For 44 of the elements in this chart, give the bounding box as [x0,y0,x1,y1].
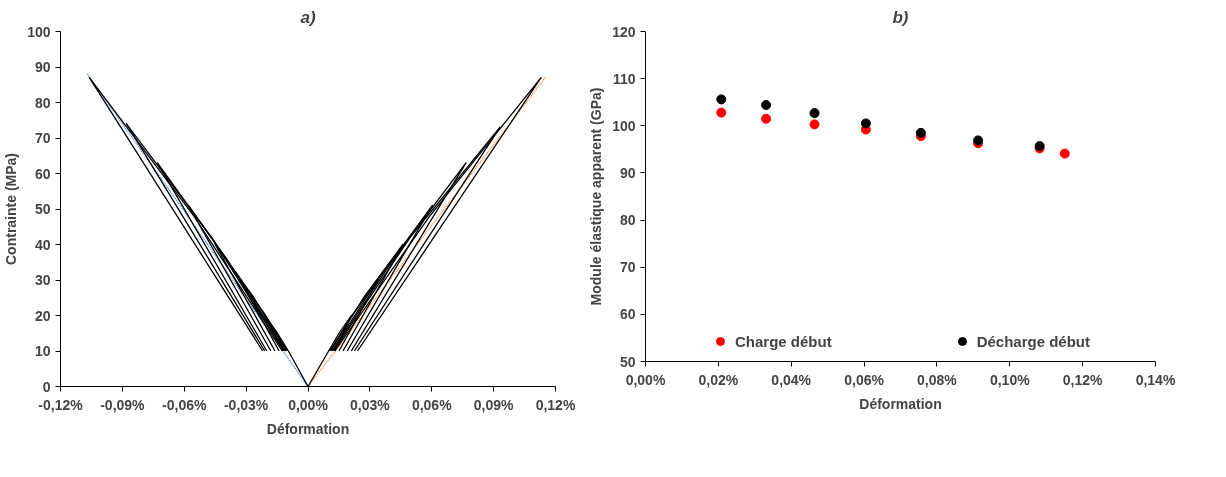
x-tick-label: 0,12% [535,396,576,413]
y-tick-label: 20 [34,307,51,324]
legend-label: Charge début [734,332,832,350]
chart-title: a) [300,7,316,27]
x-tick-label: -0,12% [38,396,84,413]
x-tick-label: -0,09% [100,396,146,413]
x-tick-label: 0,02% [698,371,739,388]
y-tick-label: 50 [34,201,51,217]
y-tick-label: 120 [612,23,636,40]
x-axis-title: Déformation [266,420,350,437]
x-tick-label: 0,12% [1062,371,1104,388]
x-axis-title: Déformation [859,395,942,412]
y-tick-label: 50 [619,353,636,370]
legend-label: Décharge début [976,332,1091,350]
y-tick-label: 80 [619,212,636,229]
y-tick-label: 0 [42,378,51,395]
y-tick-label: 90 [619,164,636,181]
x-tick-label: 0,10% [989,371,1031,388]
y-tick-label: 90 [34,59,51,75]
y-axis-title: Contrainte (MPa) [3,153,20,265]
y-tick-label: 80 [34,94,51,111]
chart-title: b) [892,7,909,27]
y-tick-label: 100 [612,117,636,134]
y-tick-label: 40 [34,236,51,253]
x-tick-label: 0,14% [1135,371,1176,388]
x-tick-label: 0,03% [350,396,391,413]
x-tick-label: 0,08% [917,371,958,388]
x-tick-label: 0,06% [844,371,885,388]
x-tick-label: 0,09% [473,396,515,413]
y-tick-label: 70 [619,259,636,276]
y-tick-label: 70 [34,130,51,146]
x-tick-label: -0,03% [223,396,269,413]
x-tick-label: 0,00% [625,371,666,388]
y-tick-label: 110 [612,70,636,87]
y-tick-label: 10 [34,343,51,359]
x-tick-label: 0,04% [771,371,812,388]
x-tick-label: 0,00% [288,396,329,413]
x-tick-label: -0,06% [162,396,207,413]
y-axis-title: Module élastique apparent (GPa) [588,87,605,306]
y-tick-label: 60 [619,306,636,323]
y-tick-label: 60 [34,165,51,182]
y-tick-label: 30 [34,272,51,288]
y-tick-label: 100 [27,23,51,40]
x-tick-label: 0,06% [411,396,453,413]
